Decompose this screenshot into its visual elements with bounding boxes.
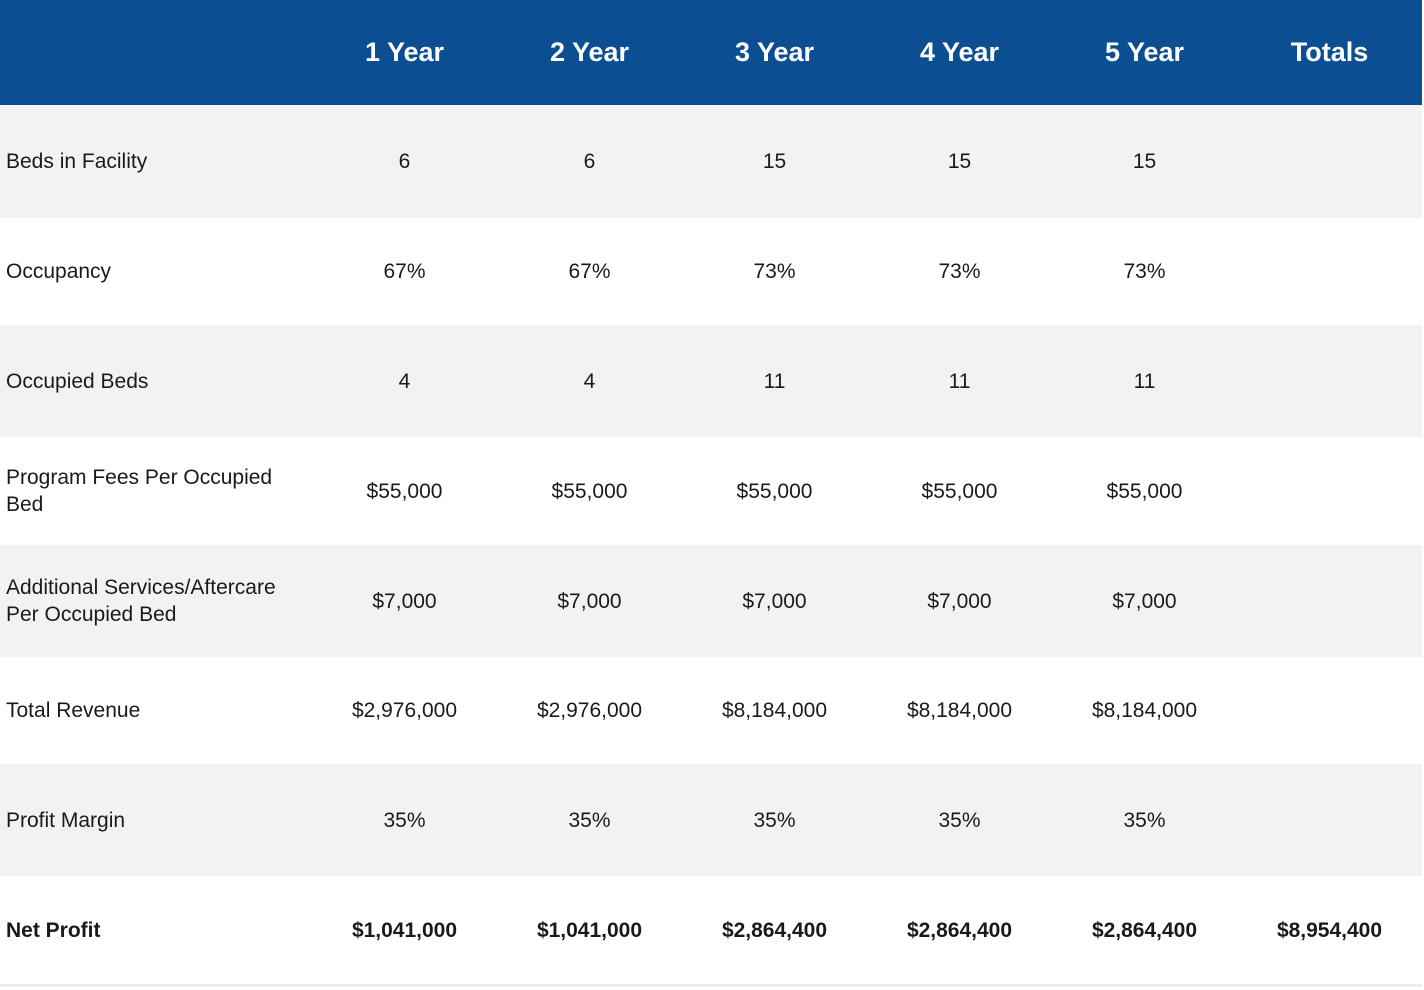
table-cell: 15 <box>762 150 787 173</box>
table-cell: $7,000 <box>927 589 992 613</box>
table-row-occupancy: Occupancy 67% 67% 73% 73% 73% <box>0 218 1422 325</box>
table-cell: 6 <box>583 150 596 173</box>
table-row-total-revenue: Total Revenue $2,976,000 $2,976,000 $8,1… <box>0 657 1422 764</box>
table-cell: $8,184,000 <box>721 699 828 722</box>
table-row-profit-margin: Profit Margin 35% 35% 35% 35% 35% <box>0 764 1422 876</box>
header-cell-year-4: 4 Year <box>919 37 1000 67</box>
table-cell: 73% <box>1123 260 1166 283</box>
header-cell-label <box>0 0 312 105</box>
table-cell: 73% <box>753 260 796 283</box>
table-cell: $8,184,000 <box>906 699 1013 722</box>
table-cell: $7,000 <box>557 589 622 613</box>
table-cell: 11 <box>763 369 786 393</box>
table-cell: 11 <box>1133 369 1156 393</box>
table-row-net-profit: Net Profit $1,041,000 $1,041,000 $2,864,… <box>0 876 1422 984</box>
table-cell: $1,041,000 <box>351 918 458 942</box>
table-cell: $55,000 <box>736 479 813 503</box>
row-label: Occupancy <box>6 260 112 283</box>
table-cell: 67% <box>568 260 611 283</box>
table-cell: $7,000 <box>742 589 807 613</box>
table-cell: 15 <box>1132 150 1157 173</box>
table-cell-total <box>1237 218 1422 325</box>
table-bottom-rule <box>0 984 1422 987</box>
table-cell: $7,000 <box>1112 589 1177 613</box>
table-cell: $2,864,400 <box>1091 918 1198 942</box>
table-cell: $7,000 <box>372 589 437 613</box>
table-cell: 15 <box>947 150 972 173</box>
row-label: Occupied Beds <box>6 369 149 393</box>
table-cell: 35% <box>568 808 611 832</box>
table-cell: 67% <box>383 260 426 283</box>
table-row-additional-services: Additional Services/Aftercare Per Occupi… <box>0 545 1422 657</box>
table-cell: $55,000 <box>921 479 998 503</box>
table-cell-total <box>1237 437 1422 545</box>
table-cell: $55,000 <box>1106 479 1183 503</box>
row-label: Additional Services/Aftercare Per Occupi… <box>6 576 276 626</box>
table-cell: $2,864,400 <box>721 918 828 942</box>
table-cell: 35% <box>938 808 981 832</box>
header-cell-year-5: 5 Year <box>1104 37 1185 67</box>
table-cell: 35% <box>1123 808 1166 832</box>
table-header-row: 1 Year 2 Year 3 Year 4 Year 5 Year Total… <box>0 0 1422 105</box>
table-cell-total <box>1237 764 1422 876</box>
table-cell: 4 <box>583 369 596 393</box>
table-cell: 73% <box>938 260 981 283</box>
table-row-occupied-beds: Occupied Beds 4 4 11 11 11 <box>0 325 1422 437</box>
header-cell-year-2: 2 Year <box>549 37 630 67</box>
table-cell-total <box>1237 325 1422 437</box>
table-cell: 4 <box>398 369 411 393</box>
table-cell-total <box>1237 105 1422 218</box>
table-cell: $1,041,000 <box>536 918 643 942</box>
table-cell: 11 <box>948 369 971 393</box>
header-cell-year-1: 1 Year <box>364 37 445 67</box>
row-label: Total Revenue <box>6 699 141 722</box>
header-cell-year-3: 3 Year <box>734 37 815 67</box>
table-cell: $55,000 <box>551 479 628 503</box>
table-cell-total <box>1237 545 1422 657</box>
table-cell: 35% <box>753 808 796 832</box>
header-cell-totals: Totals <box>1290 37 1369 67</box>
table-cell: $2,976,000 <box>536 699 643 722</box>
table-cell: $8,184,000 <box>1091 699 1198 722</box>
table-cell: 35% <box>383 808 426 832</box>
row-label: Net Profit <box>6 918 101 942</box>
table-cell-total <box>1237 657 1422 764</box>
row-label: Profit Margin <box>6 808 126 832</box>
row-label: Beds in Facility <box>6 150 148 173</box>
table-cell: $55,000 <box>366 479 443 503</box>
table-cell: 6 <box>398 150 411 173</box>
table-cell: $2,976,000 <box>351 699 458 722</box>
table-cell: $2,864,400 <box>906 918 1013 942</box>
table-row-program-fees: Program Fees Per Occupied Bed $55,000 $5… <box>0 437 1422 545</box>
table-row-beds-in-facility: Beds in Facility 6 6 15 15 15 <box>0 105 1422 218</box>
row-label: Program Fees Per Occupied Bed <box>6 466 273 516</box>
table-cell-total: $8,954,400 <box>1276 918 1383 942</box>
